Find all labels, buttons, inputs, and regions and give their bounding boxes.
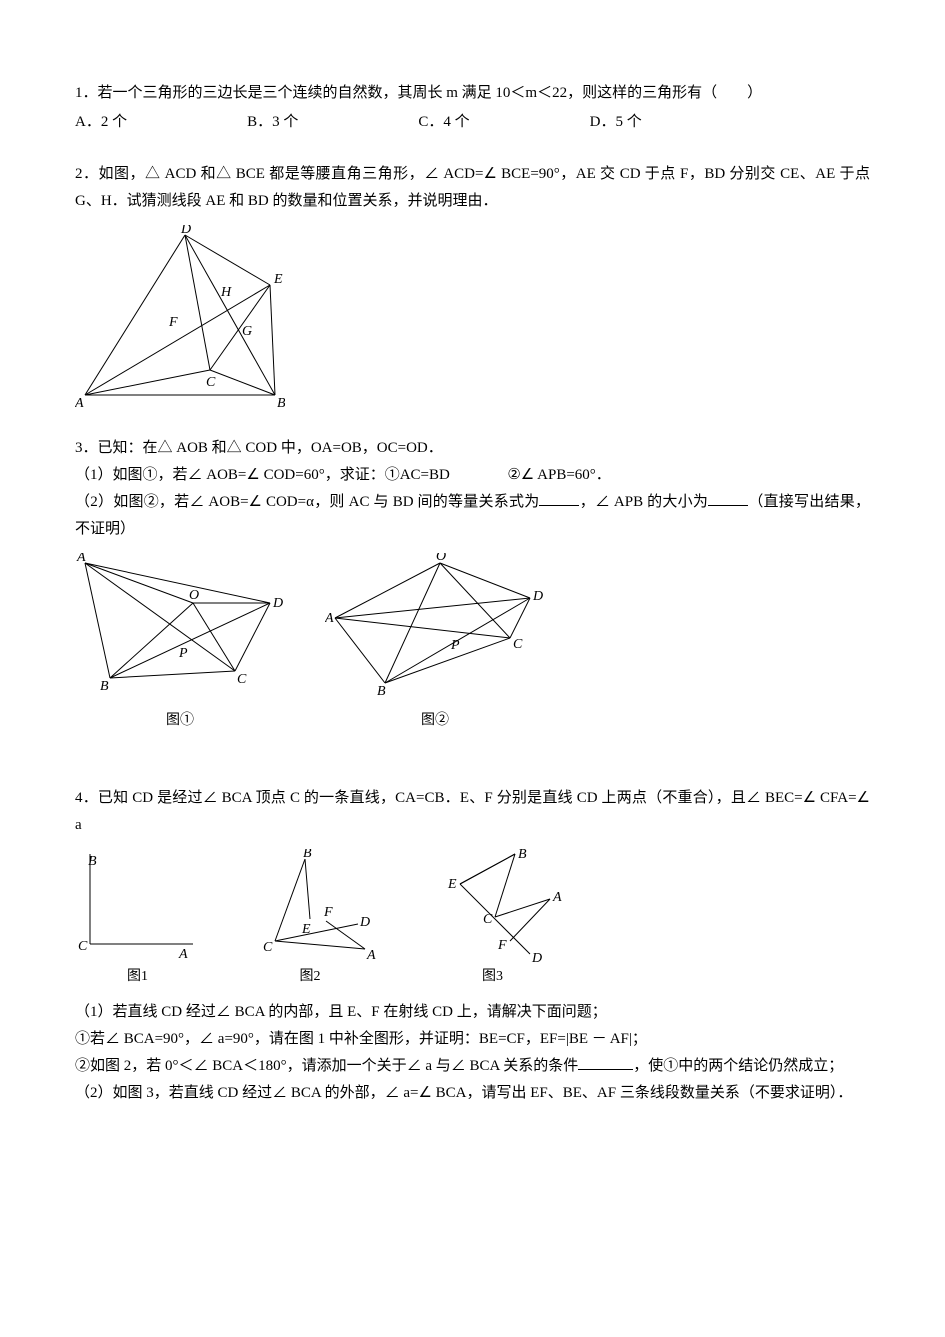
- svg-text:D: D: [180, 225, 191, 237]
- svg-text:B: B: [518, 849, 527, 862]
- q4-diagram-3: B E A CF D: [420, 849, 565, 964]
- q3-line1: 3．已知：在△ AOB 和△ COD 中，OA=OB，OC=OD．: [75, 435, 870, 462]
- q4-p1: （1）若直线 CD 经过∠ BCA 的内部，且 E、F 在射线 CD 上，请解决…: [75, 999, 870, 1026]
- svg-text:P: P: [178, 646, 188, 661]
- svg-text:B: B: [277, 396, 285, 410]
- svg-text:C: C: [237, 672, 247, 687]
- svg-text:B: B: [88, 854, 97, 869]
- q4-diagram-2: B C A EF D: [240, 849, 380, 964]
- svg-text:F: F: [497, 938, 507, 953]
- q4-p2: ①若∠ BCA=90°，∠ a=90°，请在图 1 中补全图形，并证明：BE=C…: [75, 1026, 870, 1053]
- svg-text:D: D: [532, 589, 543, 604]
- problem-4: 4．已知 CD 是经过∠ BCA 顶点 C 的一条直线，CA=CB．E、F 分别…: [75, 785, 870, 1107]
- svg-text:C: C: [206, 375, 216, 390]
- q4-figures: BCA 图1 BCAEFD 图2 BEACFD 图3: [75, 849, 870, 989]
- q3-line3: （2）如图②，若∠ AOB=∠ COD=α，则 AC 与 BD 间的等量关系式为…: [75, 489, 870, 543]
- svg-text:A: A: [325, 611, 334, 626]
- q1-optC: C．4 个: [418, 109, 469, 136]
- q3-line2: （1）如图①，若∠ AOB=∠ COD=60°，求证：①AC=BD ②∠ APB…: [75, 462, 870, 489]
- svg-text:O: O: [436, 553, 446, 564]
- svg-text:O: O: [189, 588, 199, 603]
- svg-text:E: E: [301, 922, 311, 937]
- svg-text:E: E: [273, 272, 283, 287]
- svg-text:C: C: [78, 939, 88, 954]
- svg-text:F: F: [168, 315, 178, 330]
- q4-p3: ②如图 2，若 0°＜∠ BCA＜180°，请添加一个关于∠ a 与∠ BCA …: [75, 1053, 870, 1080]
- q3-line3b: ，∠ APB 的大小为: [579, 494, 708, 510]
- svg-text:D: D: [531, 951, 542, 964]
- q3-diagram-2: O A D C B P: [325, 553, 545, 708]
- q1-options: A．2 个 B．3 个 C．4 个 D．5 个: [75, 109, 870, 136]
- svg-text:A: A: [366, 948, 376, 963]
- svg-text:C: C: [263, 940, 273, 955]
- q3-figures: A O D C B P 图① O A D C B P 图②: [75, 553, 870, 733]
- q3-fig2-caption: 图②: [325, 708, 545, 733]
- svg-text:G: G: [242, 324, 252, 339]
- q4-line1: 4．已知 CD 是经过∠ BCA 顶点 C 的一条直线，CA=CB．E、F 分别…: [75, 785, 870, 839]
- svg-text:C: C: [483, 912, 493, 927]
- q3-fig1-caption: 图①: [75, 708, 285, 733]
- q1-optA: A．2 个: [75, 109, 127, 136]
- q4-p4: （2）如图 3，若直线 CD 经过∠ BCA 的外部，∠ a=∠ BCA，请写出…: [75, 1080, 870, 1107]
- problem-3: 3．已知：在△ AOB 和△ COD 中，OA=OB，OC=OD． （1）如图①…: [75, 435, 870, 733]
- q2-diagram: A B C D E F G H: [75, 225, 285, 410]
- q3-line3a: （2）如图②，若∠ AOB=∠ COD=α，则 AC 与 BD 间的等量关系式为: [75, 494, 539, 510]
- q1-optB: B．3 个: [247, 109, 298, 136]
- svg-text:D: D: [359, 915, 370, 930]
- svg-text:E: E: [447, 877, 457, 892]
- svg-text:H: H: [220, 285, 232, 300]
- svg-text:P: P: [450, 638, 460, 653]
- svg-text:A: A: [76, 553, 86, 565]
- svg-text:B: B: [303, 849, 312, 861]
- q4-fig3-caption: 图3: [420, 964, 565, 989]
- q2-text: 2．如图，△ ACD 和△ BCE 都是等腰直角三角形，∠ ACD=∠ BCE=…: [75, 161, 870, 215]
- svg-text:F: F: [323, 905, 333, 920]
- svg-text:B: B: [100, 679, 109, 694]
- svg-text:A: A: [178, 947, 188, 962]
- svg-text:B: B: [377, 684, 386, 699]
- q4-p3a: ②如图 2，若 0°＜∠ BCA＜180°，请添加一个关于∠ a 与∠ BCA …: [75, 1058, 578, 1074]
- q4-p3b: ，使①中的两个结论仍然成立；: [633, 1058, 843, 1074]
- svg-text:C: C: [513, 637, 523, 652]
- q3-diagram-1: A O D C B P: [75, 553, 285, 708]
- problem-2: 2．如图，△ ACD 和△ BCE 都是等腰直角三角形，∠ ACD=∠ BCE=…: [75, 161, 870, 410]
- q4-fig1-caption: 图1: [75, 964, 200, 989]
- q3-line2a: （1）如图①，若∠ AOB=∠ COD=60°，求证：①AC=BD: [75, 467, 450, 483]
- q4-fig2-caption: 图2: [240, 964, 380, 989]
- q1-optD: D．5 个: [590, 109, 642, 136]
- q3-blank1: [539, 491, 579, 506]
- q1-text: 1．若一个三角形的三边长是三个连续的自然数，其周长 m 满足 10＜m＜22，则…: [75, 80, 870, 107]
- q3-line2b: ②∠ APB=60°．: [507, 467, 610, 483]
- q4-blank: [578, 1055, 633, 1070]
- problem-1: 1．若一个三角形的三边长是三个连续的自然数，其周长 m 满足 10＜m＜22，则…: [75, 80, 870, 136]
- svg-text:D: D: [272, 596, 283, 611]
- q4-diagram-1: B C A: [75, 849, 200, 964]
- q2-figure: A B C D E F G H: [75, 225, 870, 410]
- svg-text:A: A: [552, 890, 562, 905]
- svg-text:A: A: [75, 396, 84, 410]
- q3-blank2: [708, 491, 748, 506]
